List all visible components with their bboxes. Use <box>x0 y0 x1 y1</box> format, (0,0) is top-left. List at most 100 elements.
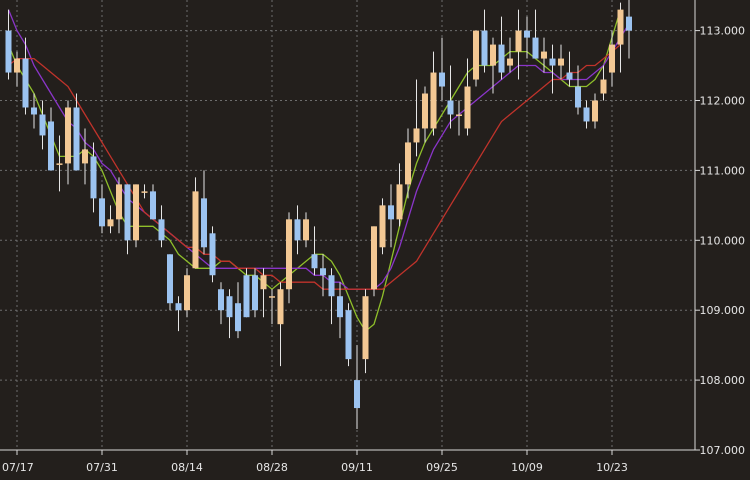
candle-body-down <box>337 296 343 318</box>
candle <box>73 93 80 171</box>
candle <box>362 289 369 374</box>
candle <box>175 296 182 332</box>
candle <box>490 37 496 94</box>
candle <box>269 289 275 325</box>
candle <box>167 254 173 311</box>
x-tick-label: 10/09 <box>511 461 543 474</box>
candle-body-down <box>311 254 318 269</box>
candle-body-up <box>82 149 88 164</box>
candle-body-down <box>218 289 224 311</box>
candle <box>235 282 241 339</box>
candle <box>99 184 105 234</box>
y-tick-label: 113.000 <box>700 25 746 38</box>
candle-body-up <box>303 219 309 241</box>
x-tick-label: 08/28 <box>256 461 288 474</box>
candle <box>201 170 207 255</box>
candle <box>626 0 632 59</box>
candle <box>396 163 403 227</box>
candle-body-down <box>447 100 454 115</box>
candle-body-down <box>243 275 250 318</box>
candle <box>566 51 573 87</box>
x-tick-label: 07/17 <box>2 461 34 474</box>
candle <box>31 93 37 129</box>
candle <box>379 198 386 255</box>
candle <box>337 282 343 339</box>
candle <box>609 30 615 87</box>
y-tick-label: 112.000 <box>700 95 746 108</box>
candle-body-up <box>379 205 386 248</box>
candle <box>277 282 284 367</box>
candle <box>243 268 250 318</box>
candle <box>48 107 54 171</box>
candle-body-down <box>175 303 182 311</box>
candle-body-down <box>5 30 12 73</box>
y-tick-label: 110.000 <box>700 234 746 247</box>
candle-body-up <box>600 79 607 94</box>
candle-body-down <box>39 114 46 136</box>
y-axis-tick-labels: 107.000 108.000 109.000 110.000 111.000 112.0… <box>695 25 745 457</box>
candle-body-up <box>141 191 148 193</box>
candle <box>311 226 318 276</box>
candle-body-down <box>31 107 37 115</box>
candle-body-up <box>515 30 522 52</box>
x-tick-label: 09/11 <box>341 461 373 474</box>
candle <box>558 44 564 80</box>
candle <box>141 184 148 199</box>
candle-body-up <box>464 86 471 129</box>
candle-body-up <box>371 226 377 290</box>
candle-body-down <box>48 121 54 171</box>
candle-body-up <box>269 296 275 298</box>
candle <box>405 128 411 199</box>
candle <box>107 205 114 234</box>
candle <box>184 268 190 318</box>
candle <box>150 184 156 220</box>
candle <box>22 37 29 115</box>
candle-body-up <box>277 289 284 325</box>
candle <box>515 9 522 80</box>
candle-body-up <box>609 44 615 73</box>
candle-body-down <box>388 205 394 220</box>
candle-body-up <box>396 184 403 220</box>
candle <box>617 2 624 73</box>
candle <box>600 65 607 101</box>
candle <box>524 16 530 59</box>
candle-body-down <box>524 30 530 38</box>
candle <box>388 184 394 248</box>
candle <box>439 37 445 101</box>
candle-body-down <box>583 107 590 122</box>
candle-body-down <box>320 268 326 276</box>
candle <box>413 79 420 157</box>
candle-body-down <box>294 219 301 241</box>
axes <box>0 0 696 451</box>
candle <box>192 177 199 269</box>
candle <box>498 16 505 80</box>
candle <box>345 303 352 367</box>
candle-body-down <box>158 219 165 241</box>
candle-body-up <box>430 72 437 129</box>
candle <box>549 44 556 94</box>
candle <box>124 184 131 255</box>
candle <box>209 226 216 283</box>
candle-body-down <box>439 72 445 87</box>
candle <box>430 51 437 136</box>
candle <box>116 177 122 234</box>
candle-body-up <box>413 128 420 143</box>
candle-body-down <box>532 37 539 59</box>
candle-body-up <box>405 142 411 185</box>
ma-line-ma_mid <box>7 9 630 290</box>
candle <box>5 9 12 80</box>
candle-body-down <box>235 303 241 332</box>
candle <box>354 345 360 430</box>
candle <box>158 205 165 248</box>
candle <box>371 226 377 297</box>
candle-body-up <box>133 184 139 241</box>
candle <box>65 100 71 185</box>
candle-body-up <box>184 275 190 311</box>
candle-body-down <box>124 184 131 241</box>
candle <box>82 128 88 185</box>
candle <box>294 205 301 255</box>
candle-body-down <box>209 233 216 276</box>
candle <box>226 289 233 339</box>
x-tick-label: 07/31 <box>86 461 118 474</box>
y-tick-label: 108.000 <box>700 374 746 387</box>
